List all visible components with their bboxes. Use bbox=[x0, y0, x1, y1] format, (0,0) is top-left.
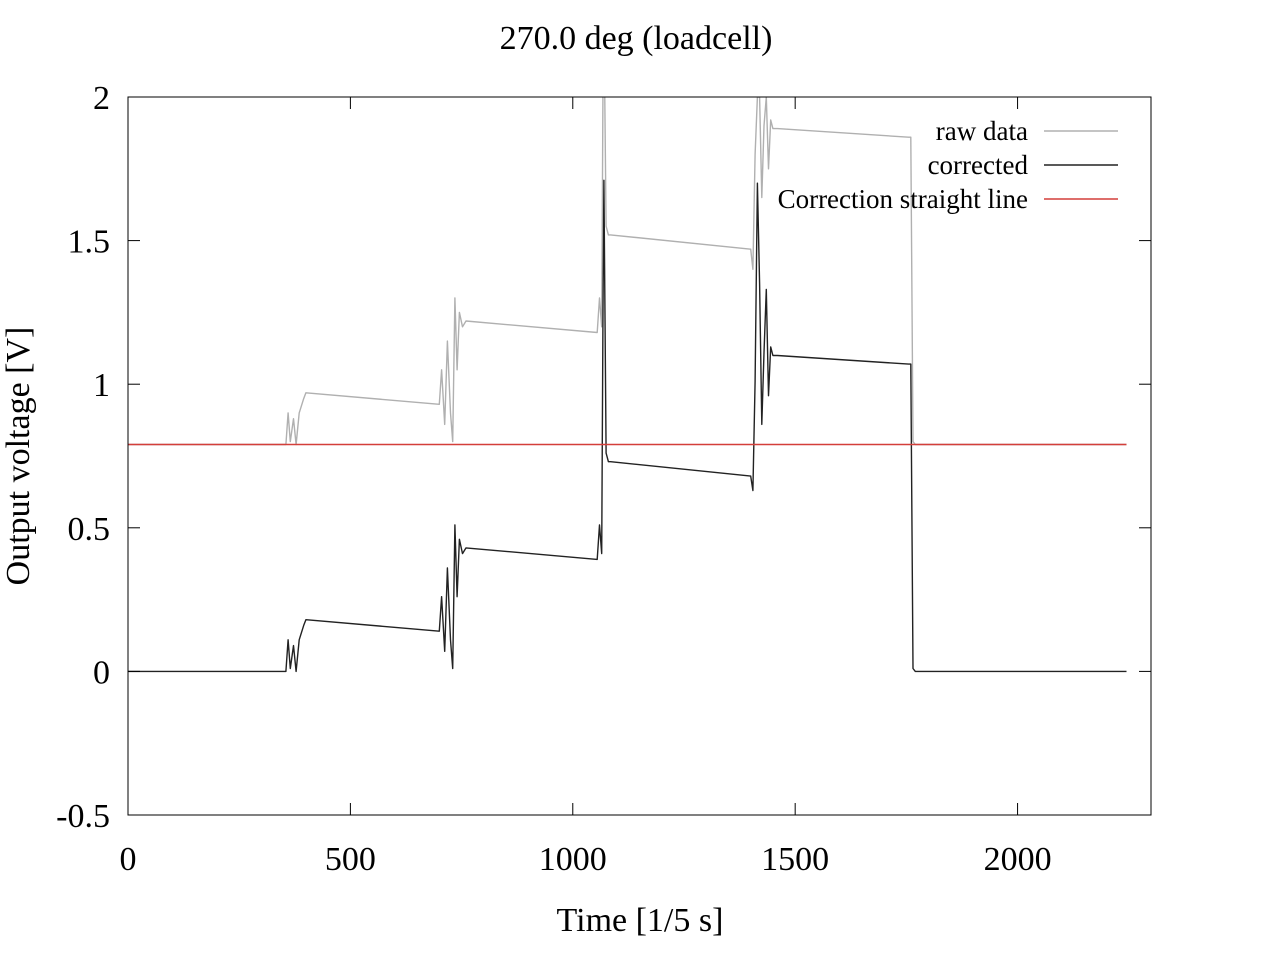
x-tick-label: 2000 bbox=[984, 841, 1052, 878]
plot-frame bbox=[127, 96, 1152, 816]
y-tick-label: 0.5 bbox=[68, 511, 111, 548]
y-axis-label: Output voltage [V] bbox=[0, 327, 37, 586]
series-line-1 bbox=[128, 179, 1127, 673]
legend-label: raw data bbox=[936, 116, 1028, 146]
x-tick-label: 0 bbox=[120, 841, 137, 878]
legend: raw data corrected Correction straight lin… bbox=[778, 116, 1118, 214]
y-tick-label: -0.5 bbox=[56, 798, 110, 835]
x-axis-label: Time [1/5 s] bbox=[557, 902, 724, 939]
y-tick-label: 1.5 bbox=[68, 224, 111, 261]
x-tick-label: 1000 bbox=[539, 841, 607, 878]
y-tick-label: 1 bbox=[93, 367, 110, 404]
series-layer bbox=[128, 97, 1127, 673]
legend-label: Correction straight line bbox=[778, 184, 1028, 214]
y-axis-ticks: -0.5 0 0.5 1 1.5 2 bbox=[56, 80, 1151, 835]
series-line-0 bbox=[128, 97, 1127, 446]
y-tick-label: 0 bbox=[93, 654, 110, 691]
x-tick-label: 500 bbox=[325, 841, 376, 878]
legend-label: corrected bbox=[928, 150, 1029, 180]
y-tick-label: 2 bbox=[93, 80, 110, 117]
x-axis-ticks: 0 500 1000 1500 2000 bbox=[120, 97, 1052, 878]
x-tick-label: 1500 bbox=[761, 841, 829, 878]
chart-title: 270.0 deg (loadcell) bbox=[500, 20, 773, 57]
